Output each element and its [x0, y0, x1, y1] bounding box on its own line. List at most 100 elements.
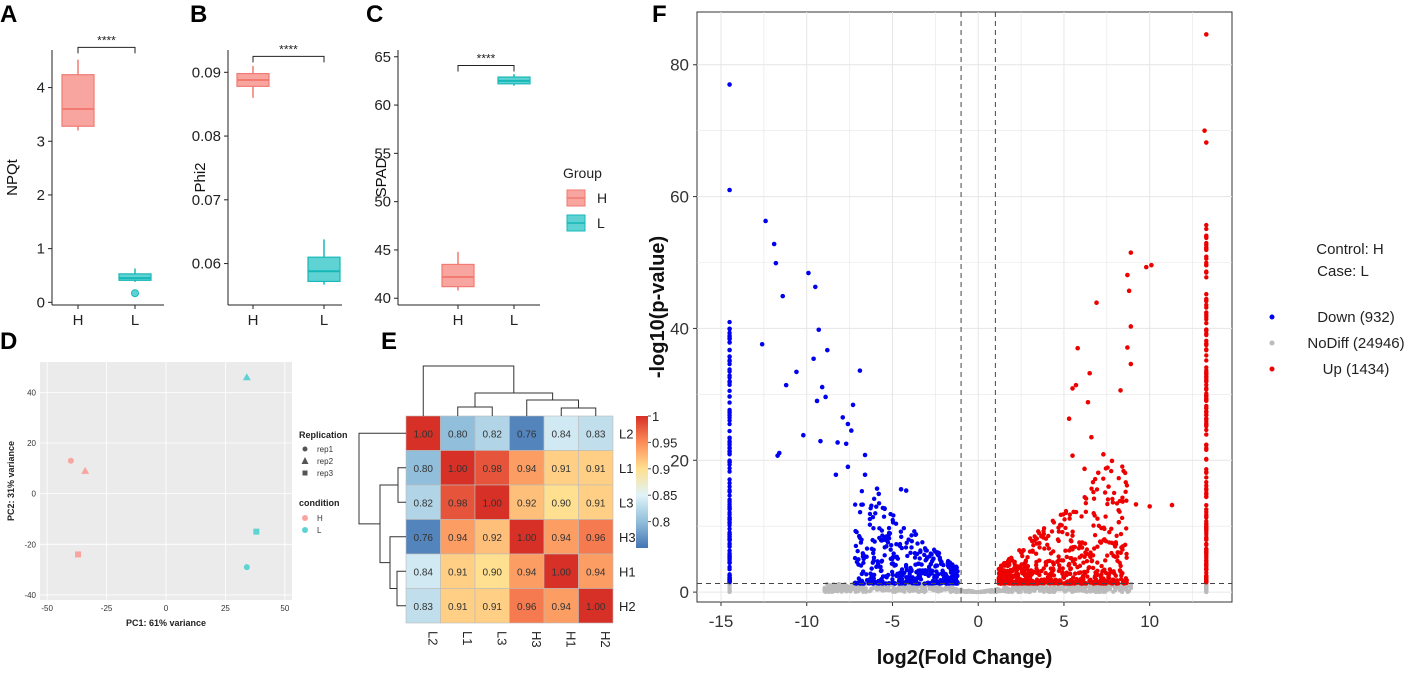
volcano-point-down — [908, 550, 913, 555]
volcano-point-up — [1022, 561, 1027, 566]
y-tick-label: 40 — [670, 319, 689, 338]
volcano-point-down — [727, 484, 732, 489]
volcano-point-down — [937, 581, 942, 586]
volcano-point-down — [890, 572, 895, 578]
x-axis-label: PC1: 61% variance — [126, 618, 206, 628]
volcano-point-down — [727, 541, 732, 546]
volcano-point-up — [1089, 434, 1094, 440]
heatmap-cell — [509, 553, 545, 589]
legend-label-condition: H — [317, 514, 323, 523]
volcano-point-nodiff — [1100, 585, 1105, 590]
volcano-point-nodiff — [1041, 589, 1046, 594]
volcano-point-down — [902, 570, 907, 576]
pca-point — [67, 457, 74, 464]
x-tick-label: -25 — [101, 604, 113, 613]
volcano-point-up — [1204, 475, 1209, 480]
volcano-point-up — [1107, 567, 1113, 572]
heatmap-cell — [543, 450, 579, 486]
correlation-heatmap: 1.00 0.80 0.82 0.76 0.84 0.83 0.80 1.00 0.98 0.94… — [358, 365, 677, 648]
volcano-point-up — [1204, 382, 1209, 388]
volcano-point-nodiff — [918, 589, 923, 594]
heatmap-cell-value: 0.98 — [483, 464, 503, 475]
x-tick-label: L — [510, 312, 518, 329]
heatmap-cell — [578, 519, 614, 555]
volcano-point-down — [867, 511, 873, 517]
legend-label: L — [597, 215, 605, 231]
pca-point — [242, 373, 251, 381]
volcano-point-up — [1128, 361, 1134, 367]
volcano-point-up — [1123, 489, 1128, 495]
volcano-point-down — [859, 489, 865, 494]
volcano-point-down — [909, 538, 915, 544]
x-tick-label: H — [248, 312, 259, 329]
volcano-point-down — [813, 284, 818, 290]
volcano-point-up — [1169, 502, 1175, 508]
heatmap-cell — [543, 588, 579, 624]
volcano-point-up — [1019, 569, 1025, 574]
heatmap-cell-value: 0.90 — [483, 567, 503, 578]
volcano-point-up — [1114, 501, 1120, 506]
volcano-point-nodiff — [1103, 587, 1108, 592]
volcano-point-down — [929, 558, 935, 564]
volcano-point-up — [1036, 529, 1041, 534]
heatmap-row-label: L2 — [619, 426, 633, 441]
volcano-point-up — [1204, 406, 1209, 411]
volcano-point-down — [897, 543, 902, 548]
volcano-point-up — [1032, 534, 1037, 539]
volcano-point-up — [1049, 529, 1055, 534]
volcano-point-down — [856, 562, 861, 567]
volcano-point-down — [918, 549, 923, 555]
volcano-point-up — [1118, 531, 1124, 537]
volcano-point-up — [1094, 300, 1099, 306]
volcano-point-down — [855, 548, 860, 554]
volcano-point-up — [1204, 467, 1209, 472]
volcano-point-down — [903, 564, 909, 570]
volcano-point-up — [1204, 327, 1209, 332]
volcano-point-up — [1077, 555, 1082, 560]
volcano-point-down — [866, 580, 871, 586]
volcano-point-down — [727, 435, 732, 440]
volcano-point-up — [1051, 549, 1056, 554]
y-tick-label: 55 — [374, 145, 391, 162]
volcano-point-up — [1034, 570, 1039, 576]
volcano-point-up — [1051, 567, 1056, 573]
volcano-point-up — [1204, 532, 1209, 537]
volcano-point-up — [1065, 531, 1070, 537]
pca-point — [75, 551, 82, 558]
volcano-point-up — [1039, 534, 1044, 539]
volcano-point-down — [940, 579, 946, 584]
colorbar-label: 0.8 — [652, 515, 670, 530]
volcano-point-down — [727, 480, 732, 486]
heatmap-cell-value: 1.00 — [517, 533, 537, 544]
volcano-point-up — [1204, 445, 1209, 451]
heatmap-cell-value: 1.00 — [414, 429, 434, 440]
volcano-point-up — [1113, 540, 1119, 545]
volcano-point-nodiff — [867, 589, 872, 594]
heatmap-cell — [474, 450, 510, 486]
heatmap-cell-value: 0.94 — [586, 567, 606, 578]
volcano-point-nodiff — [906, 584, 911, 589]
y-tick-label: 0 — [37, 294, 45, 311]
volcano-point-up — [1070, 453, 1075, 458]
volcano-point-up — [1204, 260, 1209, 266]
volcano-point-down — [872, 539, 877, 544]
volcano-point-up — [1062, 517, 1067, 522]
volcano-point-nodiff — [934, 589, 939, 594]
volcano-point-nodiff — [1091, 588, 1096, 593]
volcano-point-up — [1063, 525, 1068, 531]
y-axis-label: -log10(p-value) — [647, 236, 669, 378]
volcano-point-up — [1124, 551, 1129, 557]
volcano-point-down — [727, 564, 732, 570]
volcano-point-nodiff — [919, 585, 924, 590]
volcano-point-up — [1072, 581, 1078, 586]
volcano-point-down — [891, 581, 897, 586]
volcano-point-down — [727, 326, 732, 331]
volcano-point-up — [1117, 560, 1122, 566]
volcano-point-down — [873, 511, 878, 516]
volcano-point-up — [1102, 567, 1107, 572]
volcano-point-up — [1105, 501, 1110, 507]
volcano-point-up — [1085, 569, 1090, 574]
volcano-point-nodiff — [1089, 586, 1094, 591]
volcano-point-up — [1204, 247, 1209, 253]
volcano-point-up — [1204, 353, 1209, 358]
